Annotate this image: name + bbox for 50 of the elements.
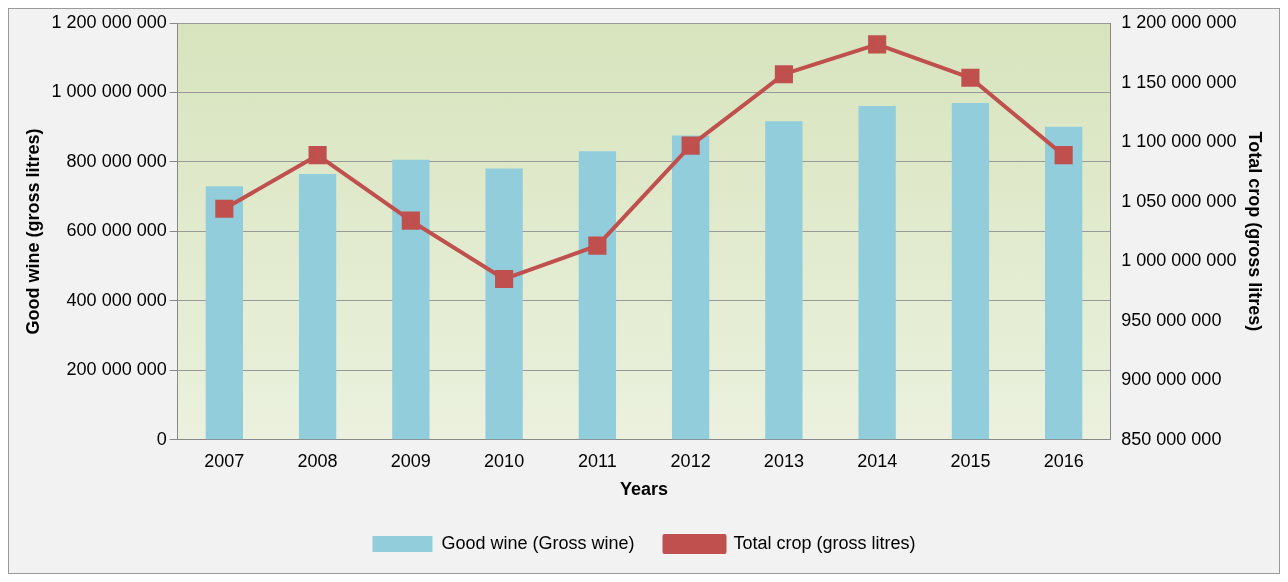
x-tick-label: 2011 — [578, 450, 617, 471]
point — [215, 199, 234, 218]
y2-tick-label: 1 050 000 000 — [1121, 190, 1237, 211]
x-tick-label: 2009 — [390, 450, 431, 471]
bar — [578, 151, 617, 440]
x-tick-label: 2016 — [1043, 450, 1084, 471]
y-axis-title: Good wine (gross litres) — [22, 128, 43, 335]
y2-tick-label: 1 000 000 000 — [1121, 250, 1237, 271]
x-axis-title: Years — [619, 479, 669, 500]
y-tick-label: 800 000 000 — [66, 150, 167, 171]
point — [588, 236, 607, 255]
x-tick-label: 2010 — [484, 450, 525, 471]
y2-tick-label: 1 150 000 000 — [1121, 71, 1237, 92]
y-tick-label: 400 000 000 — [66, 289, 167, 310]
y-tick-label: 1 200 000 000 — [51, 11, 167, 32]
y2-tick-label: 950 000 000 — [1121, 309, 1222, 330]
y2-axis-title: Total crop (gross litres) — [1245, 131, 1266, 332]
x-tick-label: 2013 — [763, 450, 804, 471]
point — [401, 211, 420, 230]
y2-tick-label: 900 000 000 — [1121, 369, 1222, 390]
y2-tick-label: 850 000 000 — [1121, 428, 1222, 449]
point — [961, 68, 980, 87]
x-tick-label: 2012 — [670, 450, 711, 471]
bar — [205, 186, 243, 440]
bar — [858, 106, 896, 440]
bar — [951, 102, 990, 440]
bar — [671, 135, 710, 440]
point — [1054, 146, 1073, 165]
legend-label: Good wine (Gross wine) — [441, 532, 635, 553]
point — [774, 65, 793, 84]
y2-tick-label: 1 100 000 000 — [1121, 131, 1237, 152]
y-tick-label: 0 — [156, 428, 167, 449]
bar — [1045, 126, 1083, 440]
y-tick-label: 1 000 000 000 — [51, 81, 167, 102]
point — [681, 136, 700, 155]
x-tick-label: 2014 — [857, 450, 898, 471]
y2-tick-label: 1 200 000 000 — [1121, 11, 1237, 32]
bar — [298, 174, 337, 440]
point — [495, 269, 514, 289]
point — [308, 146, 327, 165]
x-tick-label: 2008 — [297, 450, 338, 471]
x-tick-label: 2007 — [204, 450, 245, 471]
legend-label: Total crop (gross litres) — [733, 532, 916, 553]
point — [868, 35, 887, 54]
y-tick-label: 200 000 000 — [66, 359, 167, 380]
x-tick-label: 2015 — [950, 450, 991, 471]
bar — [485, 168, 523, 440]
bar — [392, 159, 430, 440]
y-tick-label: 600 000 000 — [66, 220, 167, 241]
bar — [765, 121, 803, 440]
